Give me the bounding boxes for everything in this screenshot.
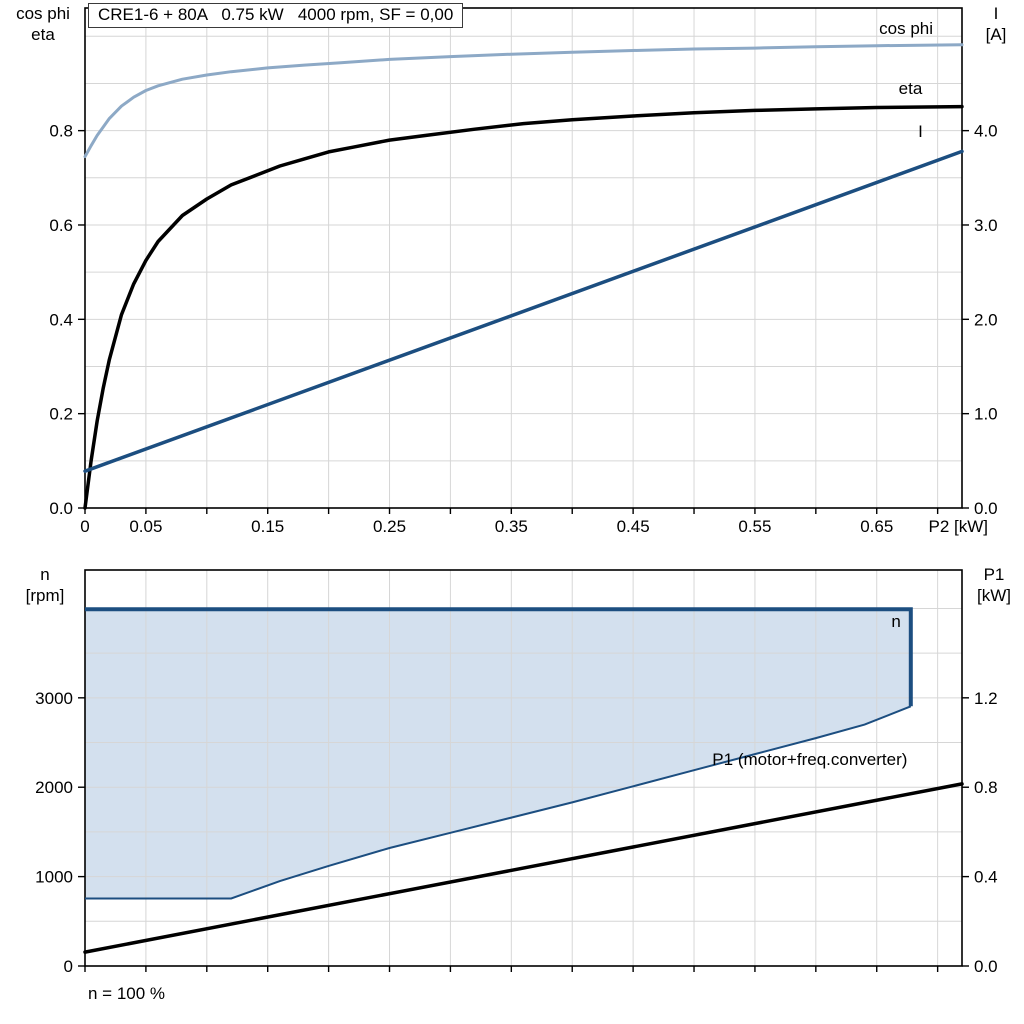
- series-n-operating-envelope-lower: [85, 705, 912, 900]
- left-axis-title-line2: eta: [31, 25, 55, 44]
- rpm-axis-title-line1: n: [40, 565, 50, 584]
- area-n-operating-envelope: [85, 609, 911, 899]
- series-label-i: I: [918, 122, 923, 141]
- y-left-tick-label: 0: [64, 957, 73, 976]
- y-left-tick-label: 0.0: [49, 499, 73, 518]
- top-right-axis-title: I [A]: [970, 3, 1022, 45]
- speed-footnote: n = 100 %: [88, 984, 166, 1003]
- right-axis-title-line2: [A]: [985, 25, 1007, 44]
- x-tick-label: 0.35: [495, 517, 528, 536]
- bottom-left-axis-title: n [rpm]: [6, 564, 84, 606]
- x-tick-label: 0.55: [738, 517, 771, 536]
- series-label-n-operating-envelope: n: [891, 612, 900, 631]
- y-left-tick-label: 3000: [35, 689, 73, 708]
- x-axis-label: P2 [kW]: [928, 517, 988, 536]
- y-left-tick-label: 0.2: [49, 405, 73, 424]
- left-axis-title-line1: cos phi: [16, 4, 70, 23]
- y-right-tick-label: 4.0: [974, 122, 998, 141]
- y-left-tick-label: 2000: [35, 778, 73, 797]
- y-right-tick-label: 0.0: [974, 957, 998, 976]
- p1-axis-title-line2: [kW]: [977, 586, 1011, 605]
- y-left-tick-label: 0.6: [49, 216, 73, 235]
- chart-title: CRE1-6 + 80A 0.75 kW 4000 rpm, SF = 0,00: [88, 3, 464, 28]
- series-eta: [83, 104, 964, 510]
- x-tick-label: 0.15: [251, 517, 284, 536]
- y-right-tick-label: 0.4: [974, 868, 998, 887]
- p1-axis-title-line1: P1: [983, 565, 1005, 584]
- series-cos-phi: [83, 43, 964, 159]
- series-label-cos-phi: cos phi: [879, 19, 933, 38]
- y-right-tick-label: 1.0: [974, 405, 998, 424]
- y-right-tick-label: 1.2: [974, 689, 998, 708]
- plot-frame: [84, 7, 963, 509]
- series-label-p1-motor-freq-converter: P1 (motor+freq.converter): [712, 750, 907, 769]
- y-left-tick-label: 1000: [35, 868, 73, 887]
- series-n-operating-envelope: [85, 607, 913, 707]
- y-right-tick-label: 3.0: [974, 216, 998, 235]
- y-right-tick-label: 2.0: [974, 310, 998, 329]
- rpm-axis-title-line2: [rpm]: [25, 586, 65, 605]
- x-tick-label: 0: [80, 517, 89, 536]
- x-tick-label: 0.25: [373, 517, 406, 536]
- right-axis-title-line1: I: [993, 4, 999, 23]
- y-right-tick-label: 0.8: [974, 778, 998, 797]
- series-p1-motor-freq-converter: [83, 782, 964, 954]
- series-i: [83, 149, 964, 473]
- y-left-tick-label: 0.4: [49, 310, 73, 329]
- plot-frame: [84, 569, 963, 967]
- y-right-tick-label: 0.0: [974, 499, 998, 518]
- x-tick-label: 0.05: [129, 517, 162, 536]
- series-label-eta: eta: [899, 79, 923, 98]
- x-tick-label: 0.65: [860, 517, 893, 536]
- bottom-right-axis-title: P1 [kW]: [966, 564, 1022, 606]
- top-left-axis-title: cos phi eta: [2, 3, 84, 45]
- y-left-tick-label: 0.8: [49, 122, 73, 141]
- x-tick-label: 0.45: [617, 517, 650, 536]
